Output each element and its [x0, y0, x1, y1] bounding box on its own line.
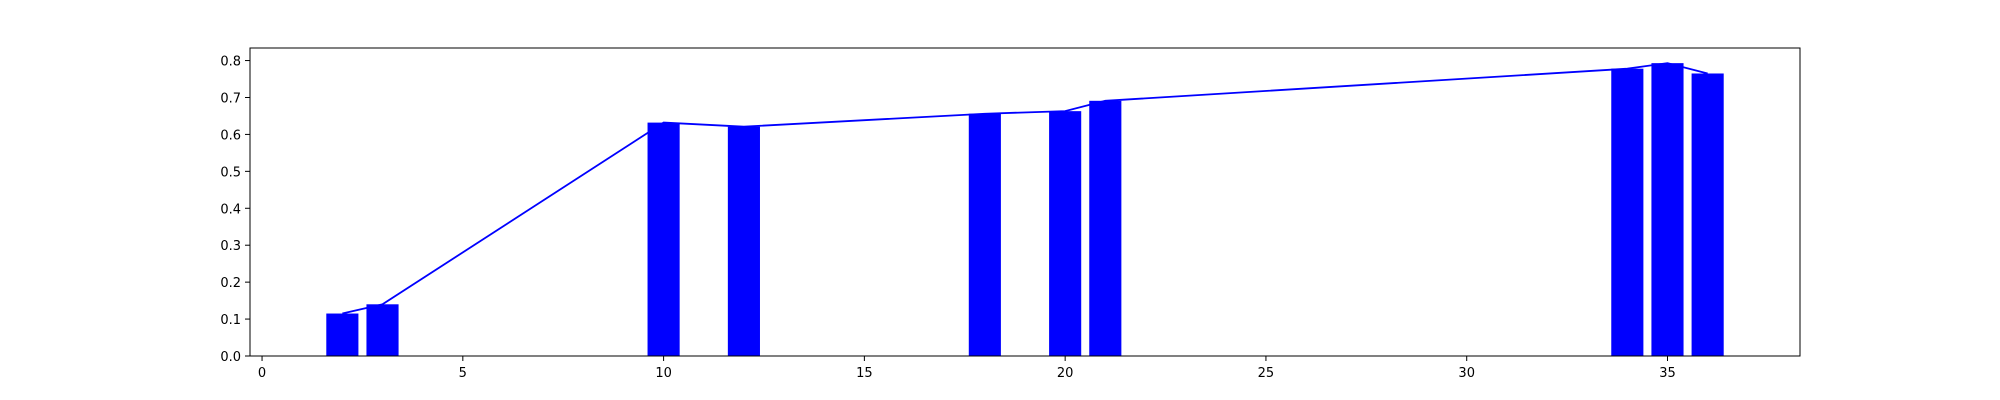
- y-tick-label: 0.5: [220, 165, 241, 180]
- plot-frame: [249, 47, 1801, 357]
- y-tick-label: 0.7: [220, 91, 241, 106]
- bar: [1651, 63, 1684, 357]
- y-tick-label: 0.4: [220, 202, 241, 217]
- x-axis: 0 5 10 15 20 25 30 35: [258, 356, 1676, 381]
- y-tick-label: 0.6: [220, 128, 241, 143]
- y-tick-label: 0.0: [220, 350, 241, 365]
- bar: [1691, 73, 1724, 356]
- x-tick-label: 20: [1057, 366, 1074, 381]
- y-tick-label: 0.1: [220, 313, 241, 328]
- x-tick-label: 35: [1659, 366, 1676, 381]
- x-tick-label: 25: [1258, 366, 1275, 381]
- bar: [727, 126, 760, 357]
- series-line: [342, 62, 1708, 315]
- x-tick-label: 10: [655, 366, 672, 381]
- bar: [1611, 68, 1644, 356]
- bar: [326, 313, 359, 356]
- y-tick-label: 0.2: [220, 276, 241, 291]
- bar: [366, 304, 399, 356]
- x-tick-label: 30: [1458, 366, 1475, 381]
- bar: [968, 113, 1001, 357]
- bar: [1049, 111, 1082, 356]
- x-tick-label: 15: [856, 366, 873, 381]
- y-axis: 0.0 0.1 0.2 0.3 0.4 0.5 0.6 0.7 0.8: [220, 55, 250, 365]
- x-tick-label: 0: [258, 366, 266, 381]
- y-tick-label: 0.3: [220, 239, 241, 254]
- bar: [1089, 100, 1122, 357]
- bar: [647, 122, 680, 356]
- y-tick-label: 0.8: [220, 55, 241, 70]
- bars-layer: [326, 63, 1724, 357]
- line-layer: [342, 62, 1708, 315]
- x-tick-label: 5: [459, 366, 467, 381]
